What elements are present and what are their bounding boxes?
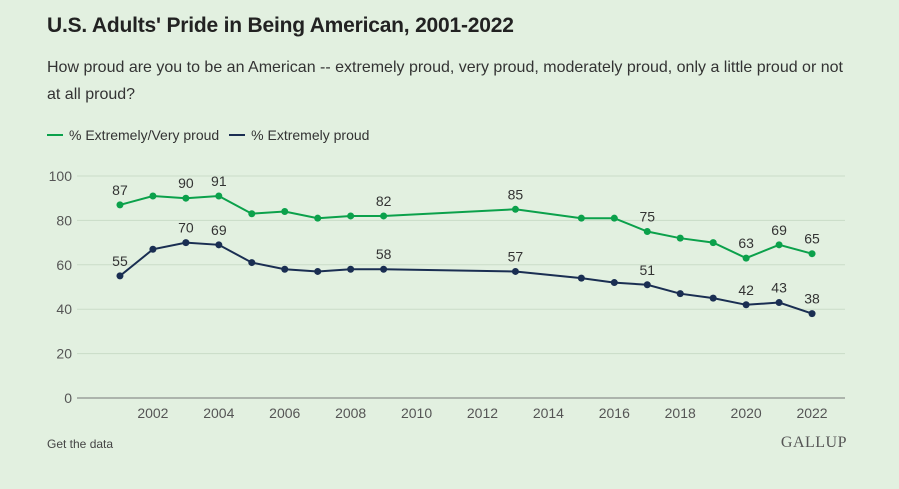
data-label: 69	[771, 222, 787, 238]
chart-title: U.S. Adults' Pride in Being American, 20…	[47, 14, 514, 37]
x-tick-label: 2004	[203, 405, 234, 421]
data-label: 58	[376, 246, 392, 262]
data-label: 90	[178, 175, 194, 191]
data-point	[248, 210, 256, 218]
data-label: 82	[376, 193, 392, 209]
data-label: 42	[738, 282, 754, 298]
data-point	[577, 274, 585, 282]
data-point	[380, 212, 388, 220]
data-point	[149, 192, 157, 200]
data-point	[808, 250, 816, 258]
y-tick-label: 80	[56, 212, 72, 228]
legend-item-extremely-very[interactable]: % Extremely/Very proud	[47, 127, 219, 143]
x-tick-label: 2012	[467, 405, 498, 421]
data-point	[775, 299, 783, 307]
data-point	[676, 234, 684, 242]
x-tick-label: 2008	[335, 405, 366, 421]
data-label: 55	[112, 253, 128, 269]
data-point	[380, 265, 388, 273]
series-line-0	[119, 194, 813, 260]
x-tick-label: 2014	[533, 405, 564, 421]
legend-item-extremely[interactable]: % Extremely proud	[229, 127, 369, 143]
x-tick-label: 2002	[137, 405, 168, 421]
x-tick-label: 2010	[401, 405, 432, 421]
legend-swatch-extremely-very	[47, 134, 63, 136]
data-label: 85	[508, 186, 524, 202]
data-point	[215, 241, 223, 249]
data-label: 91	[211, 173, 227, 189]
x-tick-label: 2018	[665, 405, 696, 421]
data-label: 43	[771, 280, 787, 296]
x-tick-label: 2016	[599, 405, 630, 421]
data-point	[248, 259, 256, 267]
data-label: 69	[211, 222, 227, 238]
gallup-logo: GALLUP	[780, 434, 847, 451]
data-point	[281, 208, 289, 216]
x-tick-label: 2006	[269, 405, 300, 421]
legend-label-extremely: % Extremely proud	[251, 127, 370, 143]
data-label: 57	[508, 248, 524, 264]
y-tick-label: 100	[49, 168, 73, 184]
data-point	[347, 212, 355, 220]
data-point	[577, 214, 585, 222]
data-point	[610, 279, 618, 287]
data-label: 63	[738, 235, 754, 251]
data-point	[709, 239, 717, 247]
data-point	[149, 245, 157, 253]
chart-subtitle: How proud are you to be an American -- e…	[47, 59, 843, 103]
y-tick-label: 20	[56, 346, 72, 362]
data-point	[511, 205, 519, 213]
x-tick-label: 2020	[731, 405, 762, 421]
data-point	[808, 310, 816, 318]
data-point	[116, 272, 124, 280]
data-label: 87	[112, 182, 128, 198]
chart-legend: % Extremely/Very proud % Extremely proud	[47, 127, 369, 143]
data-point	[610, 214, 618, 222]
data-point	[347, 265, 355, 273]
data-point	[643, 228, 651, 235]
get-data-link[interactable]: Get the data	[47, 437, 114, 451]
data-point	[676, 290, 684, 298]
data-label: 51	[639, 262, 655, 278]
y-tick-label: 40	[56, 301, 72, 317]
legend-swatch-extremely	[229, 134, 246, 136]
data-point	[742, 301, 750, 309]
data-point	[281, 265, 289, 273]
data-point	[314, 214, 322, 222]
data-point	[182, 239, 190, 247]
x-tick-label: 2022	[796, 405, 827, 421]
data-point	[314, 267, 322, 275]
data-point	[709, 294, 717, 302]
data-label: 65	[804, 231, 820, 247]
y-tick-label: 60	[56, 257, 72, 273]
series-line-1	[119, 241, 813, 315]
data-label: 70	[178, 220, 194, 236]
legend-label-extremely-very: % Extremely/Very proud	[69, 127, 220, 143]
data-point	[643, 281, 651, 289]
data-label: 75	[639, 209, 655, 225]
data-label: 38	[804, 291, 820, 307]
data-point	[511, 267, 519, 275]
data-point	[182, 194, 190, 202]
y-tick-label: 0	[64, 390, 72, 406]
data-point	[116, 201, 124, 209]
data-point	[215, 192, 223, 200]
data-point	[775, 241, 783, 249]
data-point	[742, 254, 750, 262]
